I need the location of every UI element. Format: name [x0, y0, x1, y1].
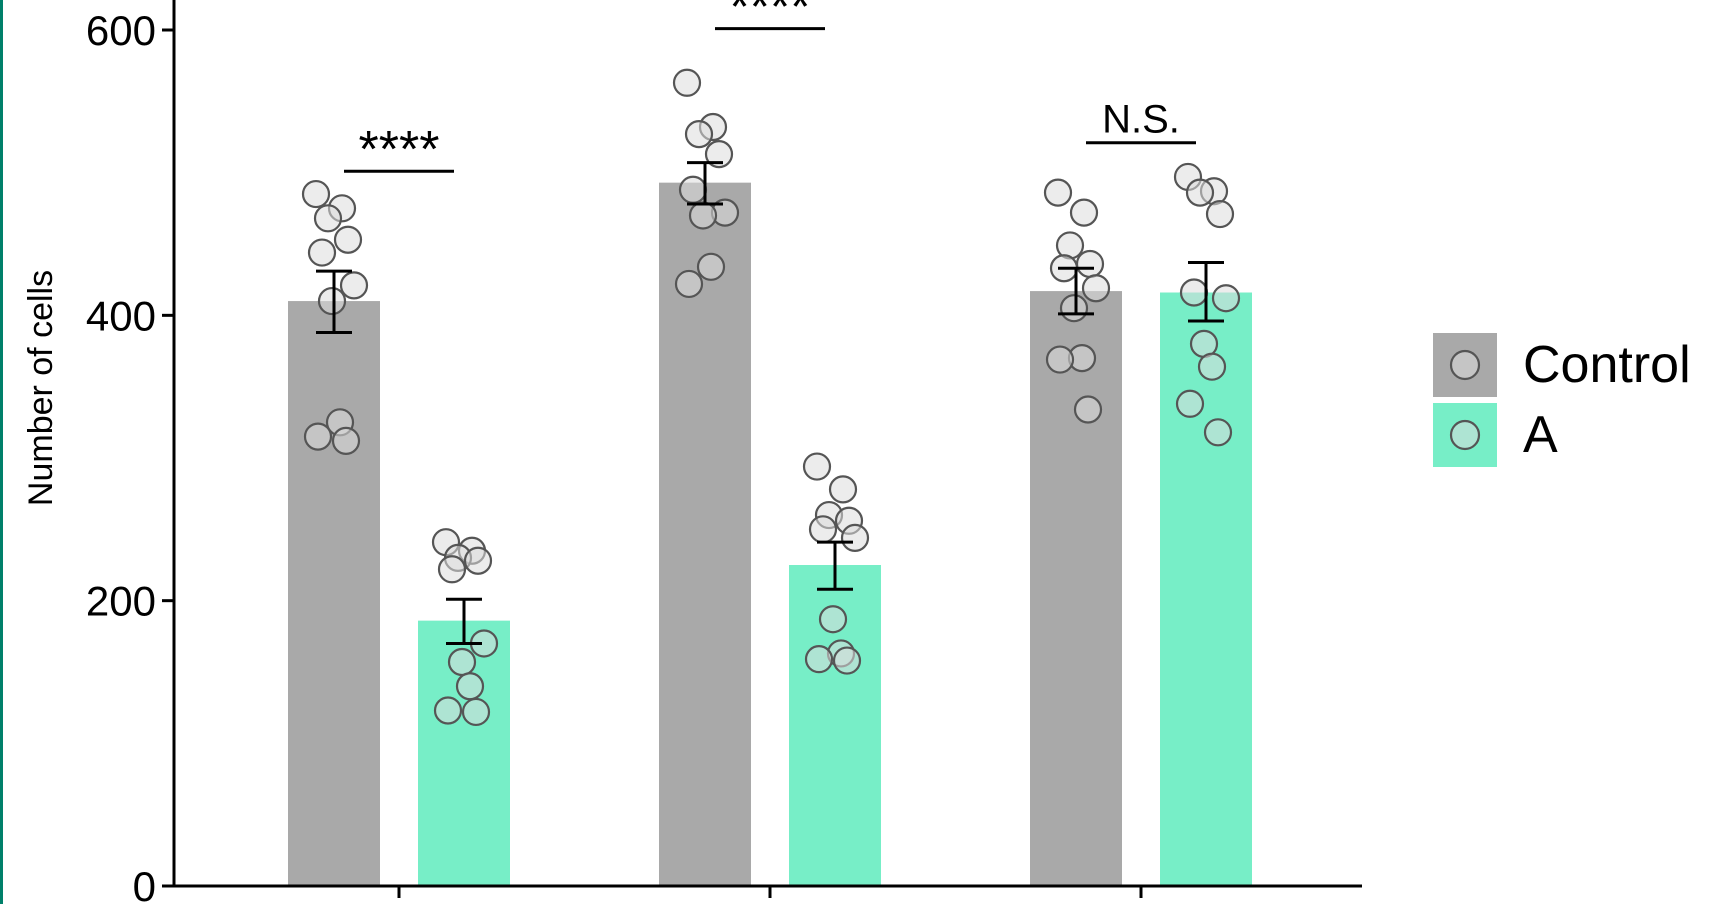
- error-bar: [1188, 261, 1224, 323]
- axes-layer: 0 200 400 600 DMSO X Y: [86, 0, 1362, 904]
- data-point: [808, 515, 838, 544]
- bar-a-y: [1160, 292, 1252, 886]
- bar-control-x: [659, 182, 751, 887]
- data-point: [331, 426, 361, 455]
- data-point: [1197, 352, 1227, 381]
- data-point: [1073, 395, 1103, 424]
- data-point: [455, 672, 485, 701]
- error-bar: [316, 269, 352, 334]
- legend-label: Control: [1523, 336, 1691, 394]
- y-axis-label: Number of cells: [22, 270, 60, 506]
- data-point: [307, 238, 337, 267]
- data-point: [1175, 389, 1205, 418]
- significance-label: ****: [730, 0, 811, 37]
- y-tick-label: 400: [86, 292, 156, 339]
- legend-entry-control: Control: [1433, 333, 1691, 397]
- x-tick-label: DMSO: [333, 897, 465, 904]
- data-point: [678, 175, 708, 204]
- data-point: [832, 646, 862, 675]
- data-point: [1069, 198, 1099, 227]
- data-point: [696, 252, 726, 281]
- data-point: [1203, 418, 1233, 447]
- error-bar: [817, 540, 853, 591]
- data-point: [317, 286, 347, 316]
- data-point: [672, 68, 702, 97]
- legend-entry-a: A: [1433, 403, 1558, 467]
- data-point: [339, 271, 369, 300]
- points-layer: [301, 68, 1241, 727]
- data-point: [1081, 274, 1111, 303]
- x-tick-label: X: [755, 897, 784, 904]
- data-point: [688, 201, 718, 230]
- data-point: [684, 120, 714, 149]
- data-point: [828, 475, 858, 504]
- error-bars-layer: [316, 161, 1224, 645]
- data-point: [433, 696, 463, 725]
- x-tick-label: Y: [1126, 897, 1155, 904]
- bar-control-dmso: [288, 301, 380, 887]
- significance-label: ****: [359, 121, 440, 179]
- data-point: [1075, 249, 1105, 279]
- legend: Control A: [1433, 333, 1691, 467]
- error-bar: [1058, 266, 1094, 316]
- legend-key-point: [1449, 419, 1481, 451]
- data-point: [1043, 178, 1073, 207]
- data-point: [1059, 294, 1089, 323]
- data-point: [313, 204, 343, 233]
- data-point: [1179, 278, 1209, 307]
- data-point: [704, 140, 734, 169]
- y-tick-label: 200: [86, 578, 156, 625]
- data-point: [1185, 178, 1215, 207]
- data-point: [1205, 199, 1235, 229]
- bar-control-y: [1030, 291, 1122, 887]
- legend-label: A: [1523, 406, 1558, 464]
- error-bar: [446, 597, 482, 645]
- data-point: [447, 647, 477, 677]
- annotations-layer: **** **** N.S.: [344, 0, 1196, 179]
- legend-key-point: [1449, 349, 1481, 381]
- significance-label: N.S.: [1102, 98, 1180, 142]
- data-point: [301, 179, 331, 209]
- data-point: [674, 269, 704, 299]
- data-point: [463, 546, 493, 575]
- data-point: [1211, 284, 1241, 313]
- data-point: [437, 555, 467, 584]
- data-point: [303, 422, 333, 451]
- y-tick-label: 0: [133, 863, 156, 904]
- data-point: [818, 605, 848, 634]
- data-point: [802, 452, 832, 481]
- data-point: [1045, 345, 1075, 374]
- data-point: [804, 645, 834, 674]
- data-point: [333, 225, 363, 254]
- frame-edge: [0, 0, 3, 904]
- error-bar: [687, 161, 723, 206]
- y-tick-label: 600: [86, 7, 156, 54]
- data-point: [461, 697, 491, 727]
- data-point: [840, 523, 870, 552]
